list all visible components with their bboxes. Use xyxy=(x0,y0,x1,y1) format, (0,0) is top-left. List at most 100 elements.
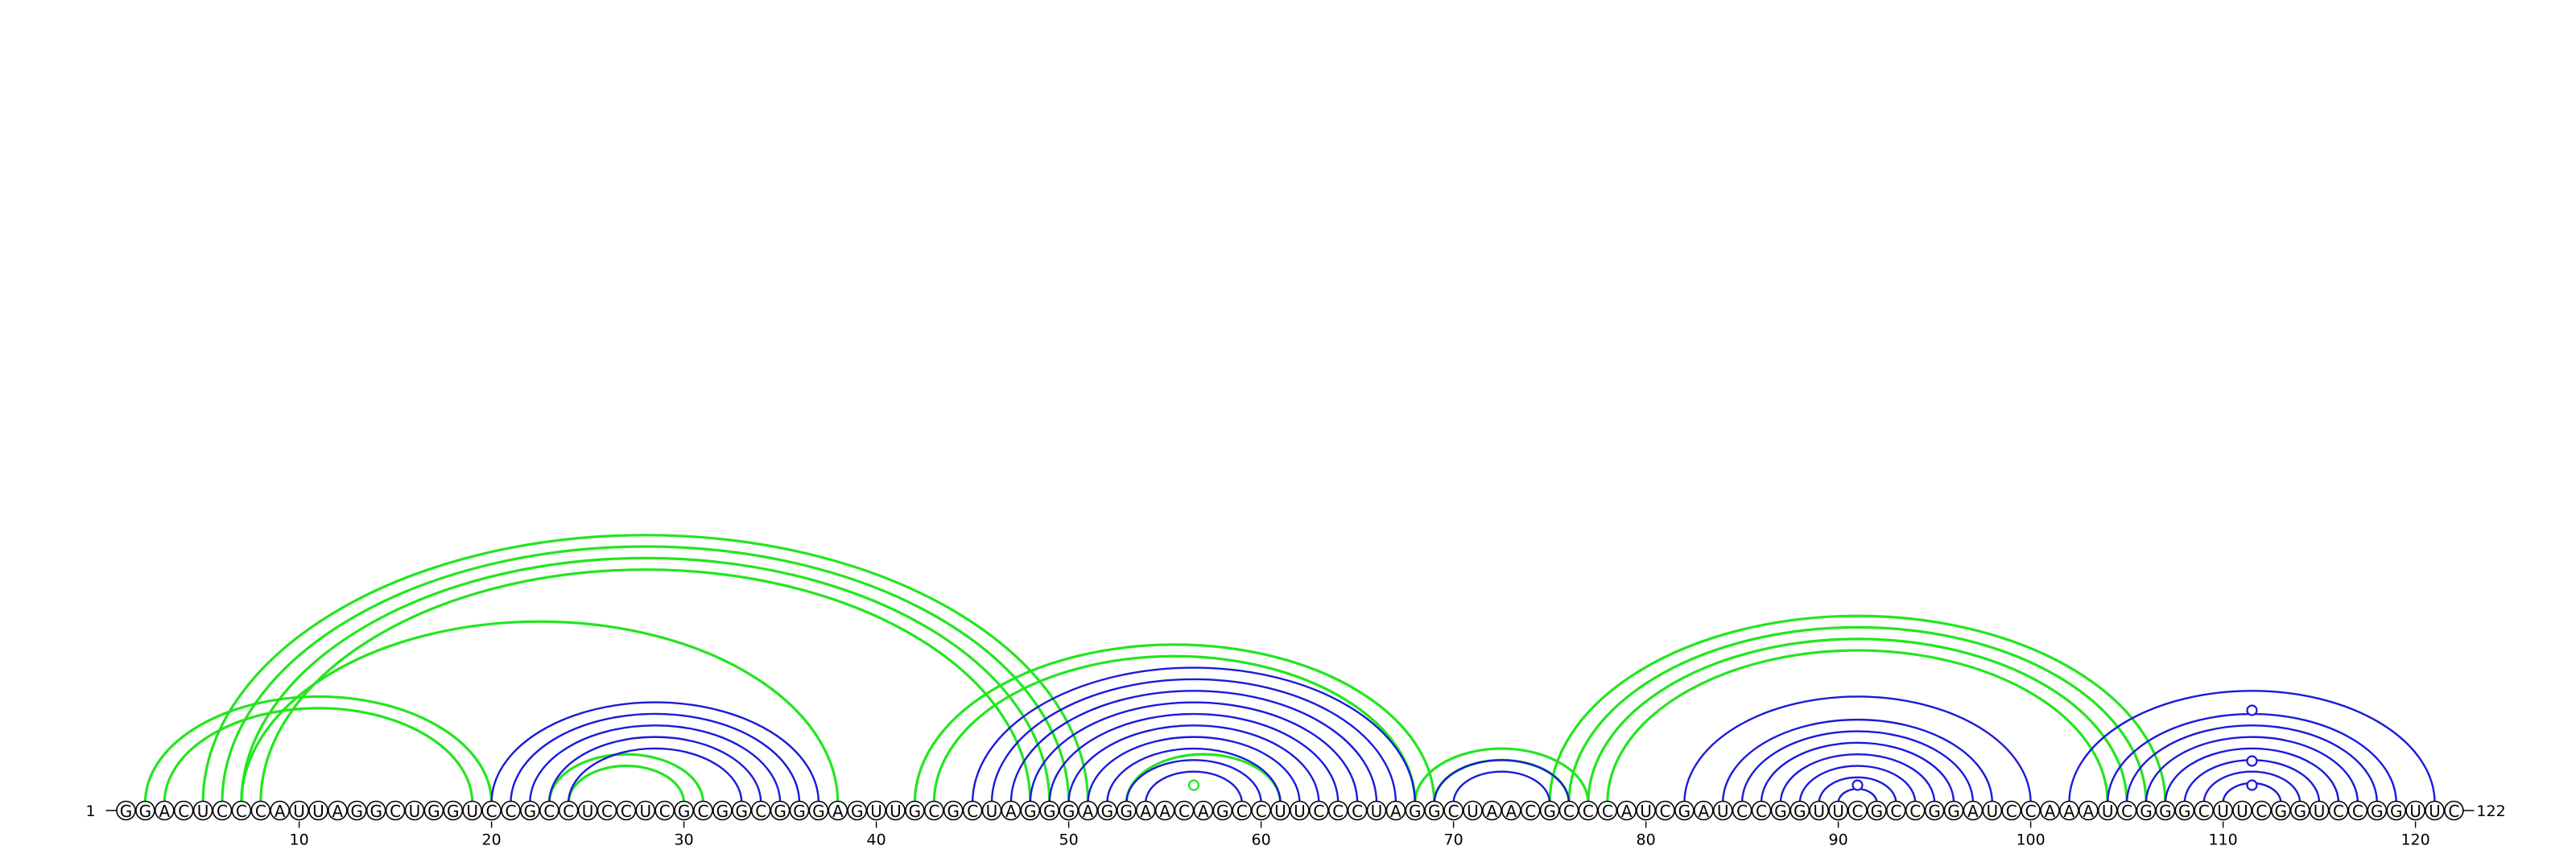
nucleotide: G xyxy=(2136,800,2157,821)
nucleotide: A xyxy=(2059,800,2079,821)
nucleotide-letter: C xyxy=(1660,802,1671,821)
nucleotide-circle xyxy=(2174,800,2195,821)
arc-markers xyxy=(1187,704,2258,791)
nucleotide: U xyxy=(1809,800,1829,821)
green-arc xyxy=(221,545,1071,803)
nucleotide: G xyxy=(423,800,444,821)
tick-label: 30 xyxy=(675,831,694,849)
nucleotide-letter: A xyxy=(1083,802,1094,821)
nucleotide: C xyxy=(1597,800,1618,821)
nucleotide: G xyxy=(1424,800,1444,821)
blue-arc xyxy=(529,724,782,803)
nucleotide-letter: C xyxy=(2448,802,2459,821)
nucleotide-letter: G xyxy=(1024,802,1037,821)
blue-arc xyxy=(1125,759,1262,803)
nucleotide-letter: U xyxy=(1371,802,1383,821)
nucleotide-letter: C xyxy=(236,802,247,821)
nucleotide-circle xyxy=(1828,800,1848,821)
blue-arc xyxy=(1029,701,1359,803)
nucleotide-letter: C xyxy=(755,802,766,821)
nucleotide-letter: U xyxy=(197,802,209,821)
nucleotide-circle xyxy=(2059,800,2079,821)
nucleotide: C xyxy=(693,800,713,821)
nucleotide: C xyxy=(539,800,559,821)
blue-arc xyxy=(548,736,762,803)
nucleotide-letter: G xyxy=(1121,802,1133,821)
nucleotide: A xyxy=(1616,800,1637,821)
nucleotide: G xyxy=(943,800,964,821)
nucleotide-letter: C xyxy=(1256,802,1267,821)
nucleotide: G xyxy=(346,800,367,821)
nucleotide: G xyxy=(1924,800,1945,821)
nucleotide-circle xyxy=(1385,800,1406,821)
nucleotide: A xyxy=(1501,800,1521,821)
green-arc xyxy=(567,764,686,803)
nucleotide: G xyxy=(2367,800,2388,821)
nucleotide: G xyxy=(1770,800,1791,821)
nucleotide-circle xyxy=(2213,800,2233,821)
nucleotide: A xyxy=(328,800,348,821)
nucleotide-letter: U xyxy=(312,802,324,821)
nucleotide: G xyxy=(808,800,829,821)
nucleotide-letter: G xyxy=(2159,802,2172,821)
nucleotide-circle xyxy=(808,800,829,821)
nucleotide-letter: G xyxy=(2140,802,2153,821)
nucleotide-letter: A xyxy=(275,802,286,821)
nucleotide-circle xyxy=(1174,800,1195,821)
nucleotide-circle xyxy=(385,800,406,821)
nucleotide: G xyxy=(712,800,733,821)
nucleotide-letter: G xyxy=(851,802,864,821)
nucleotide-circle xyxy=(1732,800,1752,821)
arc-marker xyxy=(1187,779,1200,791)
nucleotide-letter: G xyxy=(947,802,960,821)
nucleotide-circle xyxy=(1097,800,1117,821)
blue-arc xyxy=(1818,776,1897,803)
nucleotide-circle xyxy=(1078,800,1098,821)
nucleotide: C xyxy=(616,800,637,821)
nucleotide-letter: C xyxy=(506,802,517,821)
nucleotide-circle xyxy=(1001,800,1022,821)
nucleotide-letter: U xyxy=(2102,802,2114,821)
green-arc xyxy=(1567,625,2148,803)
nucleotide: A xyxy=(828,800,848,821)
nucleotide-circle xyxy=(2444,800,2464,821)
nucleotide-circle xyxy=(731,800,752,821)
green-arc xyxy=(240,556,1051,803)
nucleotide: C xyxy=(1520,800,1541,821)
arc-marker xyxy=(1852,779,1864,791)
nucleotide-letter: C xyxy=(1563,802,1575,821)
nucleotide: A xyxy=(1963,800,1984,821)
nucleotide: C xyxy=(750,800,771,821)
nucleotide: A xyxy=(1694,800,1714,821)
nucleotide: U xyxy=(2232,800,2252,821)
blue-arc xyxy=(1145,770,1243,803)
nucleotide: U xyxy=(1270,800,1290,821)
nucleotide-letter: G xyxy=(524,802,537,821)
nucleotide-letter: U xyxy=(466,802,478,821)
nucleotide-letter: U xyxy=(2409,802,2421,821)
nucleotide-letter: G xyxy=(2293,802,2306,821)
nucleotide: G xyxy=(135,800,155,821)
nucleotide-circle xyxy=(308,800,328,821)
nucleotide-circle xyxy=(1694,800,1714,821)
green-arc xyxy=(201,534,1090,803)
nucleotide: G xyxy=(2271,800,2291,821)
nucleotide-circle xyxy=(250,800,271,821)
nucleotide: C xyxy=(654,800,675,821)
nucleotide: C xyxy=(2116,800,2137,821)
nucleotide: U xyxy=(635,800,656,821)
nucleotide-letter: G xyxy=(2371,802,2384,821)
nucleotide-letter: C xyxy=(2352,802,2363,821)
nucleotide-letter: G xyxy=(1543,802,1556,821)
nucleotide-letter: C xyxy=(1890,802,1901,821)
nucleotide-letter: G xyxy=(139,802,152,821)
nucleotide-letter: C xyxy=(2025,802,2037,821)
nucleotide-circle xyxy=(2136,800,2157,821)
nucleotide-letter: G xyxy=(1063,802,1075,821)
nucleotide-circle xyxy=(1578,800,1599,821)
nucleotide-circle xyxy=(1616,800,1637,821)
nucleotide: C xyxy=(212,800,233,821)
nucleotide-letter: A xyxy=(2045,802,2056,821)
nucleotide-circle xyxy=(1193,800,1214,821)
nucleotide-circle xyxy=(443,800,464,821)
